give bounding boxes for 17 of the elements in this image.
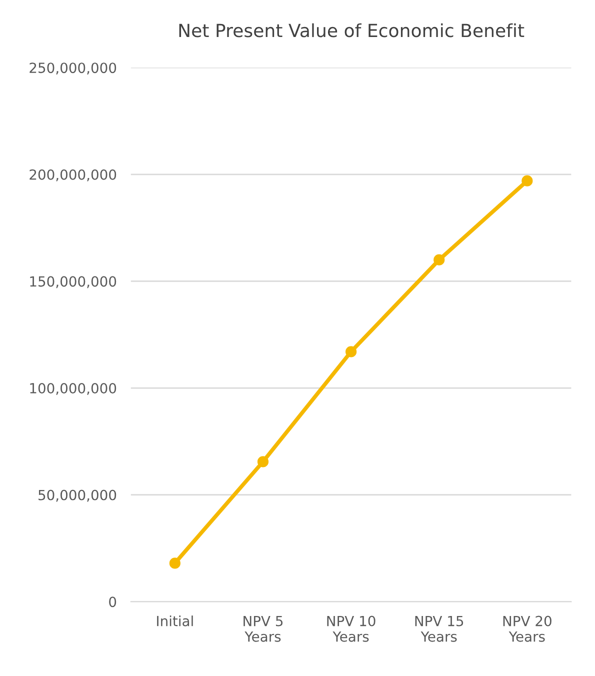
x-tick-label: NPV 20 Years <box>503 616 552 642</box>
point <box>434 254 445 266</box>
y-tick-label: 50,000,000 <box>38 490 116 502</box>
y-tick-label: 100,000,000 <box>30 382 116 395</box>
x-tick-label: NPV 15 Years <box>415 616 464 642</box>
point <box>345 346 357 358</box>
chart-title: Net Present Value of Economic Benefit <box>179 23 524 38</box>
x-tick-label: Initial <box>157 616 193 626</box>
y-tick-label: 250,000,000 <box>30 62 116 74</box>
point <box>257 456 269 468</box>
point <box>522 175 533 186</box>
x-tick-label: NPV 5 Years <box>244 616 283 642</box>
y-tick-label: 150,000,000 <box>30 276 116 288</box>
x-tick-label: NPV 10 Years <box>327 616 376 642</box>
y-tick-label: 0 <box>109 596 116 608</box>
y-tick-label: 200,000,000 <box>30 169 116 182</box>
point <box>169 558 180 569</box>
